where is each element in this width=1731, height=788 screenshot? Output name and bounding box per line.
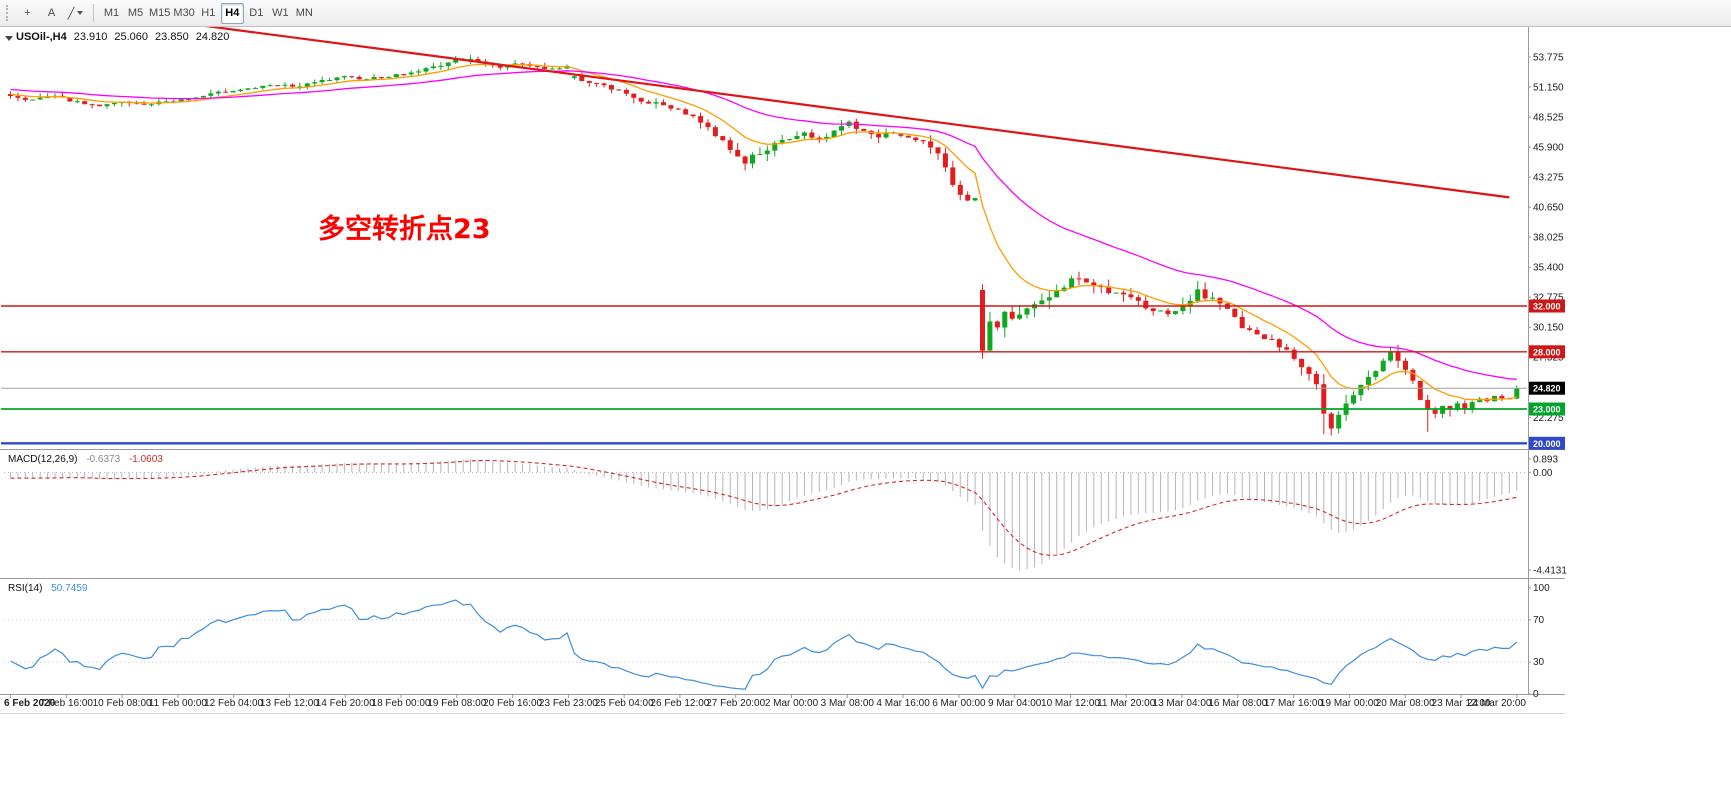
macd-signal-value: -1.0603	[128, 454, 163, 465]
svg-text:16 Mar 08:00: 16 Mar 08:00	[1208, 698, 1267, 709]
dropdown-caret-icon	[77, 11, 84, 15]
svg-text:45.900: 45.900	[1533, 143, 1564, 154]
rsi-name: RSI(14)	[8, 583, 43, 594]
svg-text:18 Feb 00:00: 18 Feb 00:00	[372, 698, 431, 709]
svg-text:40.650: 40.650	[1533, 203, 1564, 214]
svg-text:0.00: 0.00	[1533, 468, 1553, 479]
svg-text:43.275: 43.275	[1533, 173, 1564, 184]
svg-text:27 Feb 20:00: 27 Feb 20:00	[706, 698, 765, 709]
svg-text:0.893: 0.893	[1533, 455, 1558, 466]
timeframe-button-h4[interactable]: H4	[220, 2, 244, 24]
toolbar-separator	[93, 4, 94, 22]
svg-text:19 Mar 00:00: 19 Mar 00:00	[1320, 698, 1379, 709]
trendline	[205, 27, 1510, 199]
rsi-indicator-label: RSI(14) 50.7459	[8, 583, 87, 594]
svg-text:23 Mar 12:00: 23 Mar 12:00	[1432, 698, 1491, 709]
chart-title: USOil-,H4 23.910 25.060 23.850 24.820	[16, 31, 229, 43]
timeframe-group: M1 M5 M15 M30 H1 H4 D1 W1 MN	[100, 2, 316, 24]
svg-text:48.525: 48.525	[1533, 113, 1564, 124]
svg-text:23 Feb 23:00: 23 Feb 23:00	[539, 698, 598, 709]
symbol-timeframe-label: USOil-,H4	[16, 31, 67, 43]
timeframe-button-w1[interactable]: W1	[269, 3, 292, 24]
svg-text:3 Mar 08:00: 3 Mar 08:00	[821, 698, 875, 709]
svg-text:25 Feb 04:00: 25 Feb 04:00	[595, 698, 654, 709]
ohlc-close: 24.820	[195, 31, 230, 43]
main-panel-layer	[1, 27, 1527, 445]
text-tool-icon: A	[47, 7, 56, 19]
svg-text:19 Feb 08:00: 19 Feb 08:00	[427, 698, 486, 709]
axes-layer: 53.775 51.150 48.525 45.900 43.275 40.650 38.0…	[0, 27, 1567, 714]
svg-text:20.000: 20.000	[1533, 439, 1561, 449]
rsi-value: 50.7459	[51, 583, 88, 594]
svg-text:13 Mar 04:00: 13 Mar 04:00	[1153, 698, 1212, 709]
price-tag	[1529, 299, 1565, 313]
text-tool-button[interactable]: A	[40, 3, 63, 24]
draw-tool-button[interactable]: ╱	[64, 3, 87, 24]
svg-text:20 Mar 08:00: 20 Mar 08:00	[1376, 698, 1435, 709]
chart-text-annotation: 多空转折点23	[318, 214, 491, 245]
svg-text:30.150: 30.150	[1533, 323, 1564, 334]
svg-text:100: 100	[1533, 583, 1550, 594]
svg-text:14 Feb 20:00: 14 Feb 20:00	[316, 698, 375, 709]
macd-main-value: -0.6373	[86, 454, 121, 465]
svg-text:12 Feb 04:00: 12 Feb 04:00	[204, 698, 263, 709]
svg-text:6 Feb 2020: 6 Feb 2020	[4, 698, 56, 709]
svg-text:2 Mar 00:00: 2 Mar 00:00	[765, 698, 819, 709]
svg-text:38.025: 38.025	[1533, 233, 1564, 244]
price-tag	[1529, 381, 1565, 395]
svg-text:0: 0	[1533, 689, 1539, 700]
ohlc-open: 23.910	[73, 31, 108, 43]
timeframe-button-mn[interactable]: MN	[293, 3, 316, 24]
svg-text:24.820: 24.820	[1533, 384, 1561, 394]
svg-text:30: 30	[1533, 657, 1545, 668]
macd-indicator-label: MACD(12,26,9) -0.6373 -1.0603	[8, 454, 163, 465]
svg-text:13 Feb 12:00: 13 Feb 12:00	[260, 698, 319, 709]
timeframe-button-d1[interactable]: D1	[245, 3, 268, 24]
svg-text:22.275: 22.275	[1533, 413, 1564, 424]
timeframe-button-h1[interactable]: H1	[197, 3, 220, 24]
svg-text:51.150: 51.150	[1533, 83, 1564, 94]
timeframe-button-m5[interactable]: M5	[124, 3, 147, 24]
macd-name: MACD(12,26,9)	[8, 454, 78, 465]
price-tag	[1529, 436, 1565, 450]
toolbar-grip[interactable]	[6, 5, 10, 21]
main-toolbar: + A ╱ M1 M5 M15 M30 H1 H4 D1 W1 MN	[0, 0, 1731, 27]
svg-text:-4.4131: -4.4131	[1533, 566, 1567, 577]
svg-text:4 Mar 16:00: 4 Mar 16:00	[876, 698, 930, 709]
svg-text:70: 70	[1533, 615, 1545, 626]
svg-text:11 Mar 20:00: 11 Mar 20:00	[1097, 698, 1156, 709]
price-tag	[1529, 345, 1565, 359]
svg-text:20 Feb 16:00: 20 Feb 16:00	[483, 698, 542, 709]
svg-text:53.775: 53.775	[1533, 53, 1564, 64]
svg-text:32.775: 32.775	[1533, 293, 1564, 304]
ohlc-high: 25.060	[114, 31, 149, 43]
chart-dropdown-caret-icon[interactable]	[5, 36, 13, 41]
svg-text:7 Feb 16:00: 7 Feb 16:00	[40, 698, 94, 709]
svg-text:32.000: 32.000	[1533, 302, 1561, 312]
svg-text:17 Mar 16:00: 17 Mar 16:00	[1264, 698, 1323, 709]
crosshair-tool-icon: +	[24, 7, 31, 19]
macd-panel-layer	[1, 459, 1527, 570]
svg-text:9 Mar 04:00: 9 Mar 04:00	[988, 698, 1042, 709]
crosshair-tool-button[interactable]: +	[16, 3, 39, 24]
svg-text:6 Mar 00:00: 6 Mar 00:00	[932, 698, 986, 709]
svg-text:11 Feb 00:00: 11 Feb 00:00	[149, 698, 208, 709]
rsi-panel-layer	[1, 599, 1527, 690]
svg-text:23.000: 23.000	[1533, 405, 1561, 415]
timeframe-button-m1[interactable]: M1	[100, 3, 123, 24]
draw-tool-icon: ╱	[67, 7, 75, 20]
ohlc-low: 23.850	[155, 31, 189, 43]
svg-text:35.400: 35.400	[1533, 263, 1564, 274]
svg-text:26 Feb 12:00: 26 Feb 12:00	[650, 698, 709, 709]
svg-text:10 Mar 12:00: 10 Mar 12:00	[1041, 698, 1100, 709]
toolbar-tools-group: + A ╱	[16, 3, 87, 24]
svg-text:28.000: 28.000	[1533, 347, 1561, 357]
price-tag	[1529, 402, 1565, 416]
svg-text:10 Feb 08:00: 10 Feb 08:00	[93, 698, 152, 709]
timeframe-button-m15[interactable]: M15	[148, 3, 171, 24]
svg-text:24 Mar 20:00: 24 Mar 20:00	[1467, 698, 1526, 709]
timeframe-button-m30[interactable]: M30	[172, 3, 195, 24]
